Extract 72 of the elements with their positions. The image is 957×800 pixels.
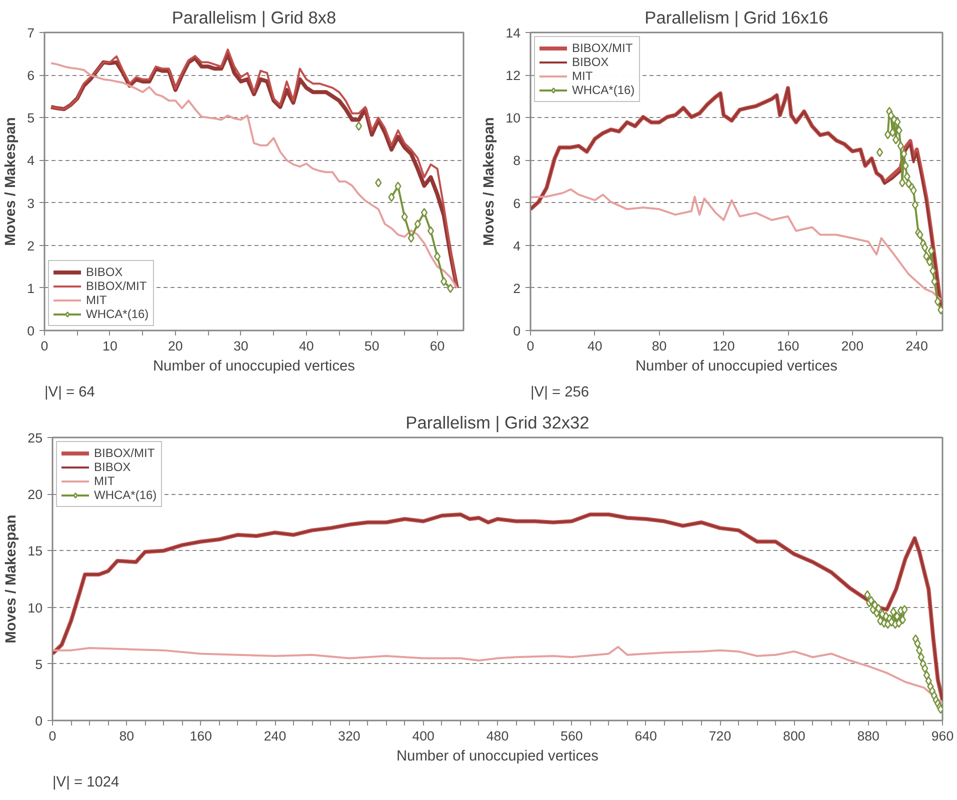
x-tick-label: 560 <box>560 728 583 744</box>
legend-label: BIBOX/MIT <box>572 41 633 55</box>
text: |V| = 1024 <box>52 774 120 790</box>
x-tick-label: 800 <box>783 728 806 744</box>
y-tick-label: 12 <box>506 68 521 84</box>
legend-label: BIBOX/MIT <box>94 446 155 460</box>
y-tick-label: 6 <box>513 196 521 211</box>
x-tick-label: 60 <box>430 338 445 354</box>
x-tick-label: 40 <box>587 338 602 354</box>
legend-label: WHCA*(16) <box>86 307 149 321</box>
legend-label: MIT <box>572 69 593 83</box>
legend-label: BIBOX <box>572 55 609 69</box>
x-tick-label: 10 <box>102 338 118 354</box>
y-tick-label: 6 <box>27 68 35 84</box>
x-axis-title: Number of unoccupied vertices <box>635 358 838 374</box>
y-axis-title: Moves / Makespan <box>4 514 20 644</box>
legend-label: WHCA*(16) <box>94 488 157 502</box>
x-tick-label: 480 <box>486 728 509 744</box>
y-tick-label: 0 <box>513 324 521 338</box>
legend-label: MIT <box>86 293 107 307</box>
legend-label: BIBOX <box>86 265 123 279</box>
y-tick-label: 0 <box>35 714 43 728</box>
y-tick-label: 8 <box>513 153 521 168</box>
x-tick-label: 160 <box>190 728 212 744</box>
y-tick-label: 5 <box>35 656 43 672</box>
x-tick-label: 0 <box>526 338 534 354</box>
x-axis-title: Number of unoccupied vertices <box>396 748 599 764</box>
x-tick-label: 30 <box>233 338 248 354</box>
x-tick-label: 320 <box>338 728 360 744</box>
x-tick-label: 720 <box>708 728 732 744</box>
legend-label: MIT <box>94 474 115 488</box>
y-tick-label: 7 <box>27 26 35 40</box>
y-tick-label: 0 <box>27 324 35 338</box>
y-tick-label: 20 <box>28 487 43 502</box>
y-tick-label: 1 <box>27 280 35 296</box>
y-tick-label: 15 <box>28 544 43 559</box>
y-tick-label: 4 <box>513 238 522 254</box>
x-tick-label: 50 <box>364 338 380 354</box>
y-axis-title: Moves / Makespan <box>3 117 20 246</box>
x-tick-label: 960 <box>931 728 954 744</box>
x-tick-label: 160 <box>776 338 800 354</box>
chart-title: Parallelism | Grid 8x8 <box>172 8 336 28</box>
x-tick-label: 80 <box>652 338 667 354</box>
x-axis-title: Number of unoccupied vertices <box>152 358 356 374</box>
legend-label: BIBOX/MIT <box>86 279 147 293</box>
x-tick-label: 640 <box>634 728 657 744</box>
x-tick-label: 400 <box>412 728 434 744</box>
x-tick-label: 0 <box>48 728 56 744</box>
y-tick-label: 2 <box>513 280 521 296</box>
y-tick-label: 4 <box>27 153 36 168</box>
chart-title: Parallelism | Grid 16x16 <box>644 8 828 28</box>
x-tick-label: 200 <box>841 338 864 354</box>
chart-title: Parallelism | Grid 32x32 <box>406 412 590 432</box>
text: |V| = 256 <box>530 384 590 400</box>
y-axis-title: Moves / Makespan <box>482 117 498 246</box>
x-tick-label: 40 <box>298 338 314 354</box>
y-tick-label: 2 <box>27 238 35 254</box>
y-tick-label: 25 <box>28 430 43 446</box>
x-tick-label: 20 <box>168 338 183 354</box>
x-tick-label: 240 <box>906 338 928 354</box>
x-tick-label: 80 <box>119 728 134 744</box>
text: |V| = 64 <box>44 384 95 400</box>
y-tick-label: 10 <box>28 600 43 616</box>
x-tick-label: 880 <box>857 728 880 744</box>
x-tick-label: 120 <box>712 338 735 354</box>
y-tick-label: 5 <box>27 110 35 126</box>
y-tick-label: 3 <box>27 196 35 211</box>
y-tick-label: 10 <box>506 110 521 126</box>
legend-label: BIBOX <box>94 460 131 474</box>
legend-label: WHCA*(16) <box>572 83 635 97</box>
x-tick-label: 240 <box>264 728 286 744</box>
y-tick-label: 14 <box>506 26 522 40</box>
